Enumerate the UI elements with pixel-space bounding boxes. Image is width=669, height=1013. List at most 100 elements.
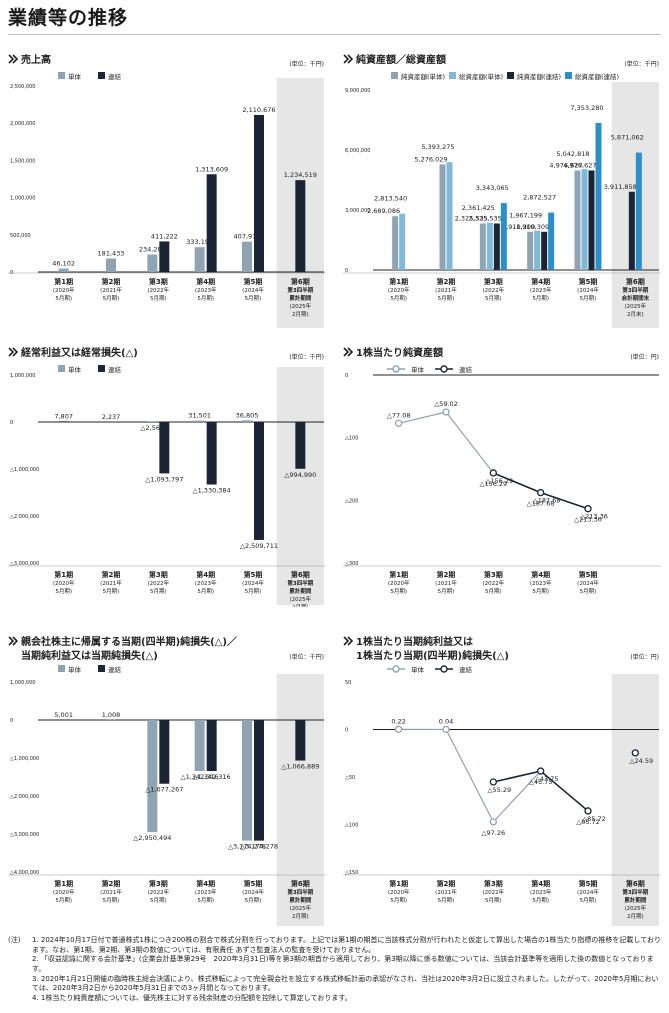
bar-assets bbox=[628, 191, 635, 270]
data-label: 234,288 bbox=[139, 246, 166, 254]
bar-ordinary bbox=[242, 420, 252, 422]
category-sublabel: 5月期) bbox=[103, 588, 120, 595]
data-point bbox=[631, 749, 639, 757]
category-label: 第3期 bbox=[149, 277, 168, 286]
legend-label: 総資産額(単体) bbox=[459, 72, 503, 81]
data-label: 31,501 bbox=[188, 412, 211, 420]
category-label: 第2期 bbox=[102, 879, 121, 888]
data-label: △1,342,316 bbox=[181, 773, 219, 781]
category-sublabel: 第3四半期 bbox=[287, 888, 313, 896]
bar-sales bbox=[254, 114, 264, 273]
category-sublabel: 5月期) bbox=[150, 897, 167, 904]
category-sublabel: (2021年 bbox=[100, 888, 122, 896]
footnote-2: 2. 「収益認識に関する会計基準」(企業会計基準第29号 2020年3月31日)… bbox=[32, 955, 654, 973]
data-label: △187.68 bbox=[527, 500, 555, 508]
data-point bbox=[537, 488, 545, 497]
category-label: 第1期 bbox=[389, 277, 408, 286]
category-label: 第6期 bbox=[626, 879, 645, 888]
chevron-right-icon bbox=[343, 636, 354, 646]
data-label: 1,008 bbox=[102, 711, 121, 719]
category-label: 第1期 bbox=[54, 570, 73, 579]
data-point bbox=[537, 767, 545, 775]
chart-ordinary-svg: 経常利益又は経常損失(△) (単位：千円) 単体 連結 1,000,000 0 △1,000… bbox=[8, 346, 326, 611]
y-tick-label: 500,000 bbox=[10, 233, 31, 239]
data-label: 1,234,519 bbox=[284, 171, 317, 179]
category-sublabel: 5月期) bbox=[438, 588, 455, 595]
data-label: 411,222 bbox=[151, 232, 178, 240]
chevron-right-icon bbox=[343, 347, 354, 357]
data-label: 46,102 bbox=[52, 260, 75, 268]
category-sublabel: 5月期) bbox=[390, 588, 407, 595]
legend-swatch bbox=[98, 665, 105, 672]
data-label: 4,976,627 bbox=[549, 161, 582, 169]
category-sublabel: (2024年 bbox=[577, 286, 599, 294]
page-title: 業績等の推移 bbox=[8, 7, 129, 29]
y-tick-label: 0 bbox=[345, 373, 348, 379]
data-label: 5,001 bbox=[54, 711, 73, 719]
legend-swatch bbox=[507, 72, 514, 79]
category-label: 第1期 bbox=[54, 879, 73, 888]
category-sublabel: 2月期) bbox=[292, 604, 309, 607]
data-label: △55.29 bbox=[488, 786, 512, 794]
category-sublabel: (2022年 bbox=[148, 579, 170, 587]
category-sublabel: (2025年 bbox=[290, 904, 312, 912]
legend-marker bbox=[440, 665, 448, 673]
chart-panel-ordinary: 経常利益又は経常損失(△) (単位：千円) 単体 連結 1,000,000 0 △1,000… bbox=[8, 345, 326, 611]
category-sublabel: 5月期) bbox=[150, 295, 167, 302]
bar-assets bbox=[534, 230, 541, 270]
data-label: △85.72 bbox=[576, 818, 600, 826]
category-label: 第4期 bbox=[531, 879, 550, 888]
category-sublabel: (2022年 bbox=[483, 286, 505, 294]
category-label: 第5期 bbox=[579, 277, 598, 286]
bar-assets bbox=[439, 164, 446, 270]
bar-assets bbox=[479, 223, 486, 270]
y-tick-label: △200 bbox=[345, 498, 358, 504]
category-sublabel: 5月期) bbox=[197, 295, 214, 302]
category-label: 第3期 bbox=[484, 277, 503, 286]
legend-label: 純資産額(連結) bbox=[517, 72, 561, 81]
bar-netincome bbox=[106, 719, 116, 720]
series-line-0 bbox=[398, 728, 589, 823]
chart-panel-netincome: 親会社株主に帰属する当期(四半期)純損失(△)／ 当期純利益又は当期純損失(△) (… bbox=[8, 634, 326, 928]
y-tick-label: 6,000,000 bbox=[345, 148, 370, 154]
data-label: 1,910,309 bbox=[516, 223, 549, 231]
category-sublabel: 5月期) bbox=[390, 295, 407, 302]
footnote-3: 3. 2020年1月21日開催の臨時株主総会決議により、株式移転によって完全親会… bbox=[32, 974, 659, 993]
data-label: △187.68 bbox=[533, 497, 561, 505]
bar-netincome bbox=[194, 720, 205, 772]
category-sublabel: 5月期) bbox=[485, 588, 502, 595]
data-label: △85.72 bbox=[582, 815, 606, 823]
bar-sales bbox=[147, 254, 158, 272]
bar-sales bbox=[206, 174, 217, 272]
chart-unit: (単位：千円) bbox=[289, 653, 324, 661]
category-sublabel: 第3四半期 bbox=[622, 888, 648, 896]
y-tick-label: 1,000,000 bbox=[10, 373, 35, 379]
bar-netincome bbox=[254, 720, 264, 841]
chart-panel-sales: 売上高 (単位：千円) 単体 連結 0 500,000 1,000,000 1,500,000… bbox=[8, 52, 326, 330]
data-label: 4,976,627 bbox=[563, 161, 596, 169]
chart-unit: (単位：円) bbox=[630, 653, 659, 661]
data-label: △1,330,384 bbox=[193, 487, 231, 495]
y-tick-label: 0 bbox=[345, 268, 348, 274]
y-tick-label: 1,000,000 bbox=[10, 196, 35, 202]
category-sublabel: (2024年 bbox=[242, 888, 264, 896]
data-point bbox=[442, 408, 450, 416]
category-sublabel: (2022年 bbox=[148, 888, 170, 896]
y-tick-label: △300 bbox=[345, 561, 358, 567]
y-tick-label: 9,000,000 bbox=[345, 88, 370, 94]
y-tick-label: 1,000,000 bbox=[10, 680, 35, 686]
bar-netincome bbox=[242, 720, 252, 841]
category-label: 第2期 bbox=[437, 277, 456, 286]
bar-ordinary bbox=[194, 420, 205, 422]
bar-assets bbox=[486, 222, 493, 270]
chart-unit: (単位：千円) bbox=[289, 60, 324, 68]
forecast-column-shade bbox=[276, 674, 324, 926]
data-label: △213.36 bbox=[574, 516, 602, 524]
data-point bbox=[489, 818, 497, 826]
category-sublabel: 5月期) bbox=[532, 588, 549, 595]
bar-assets bbox=[595, 122, 602, 270]
category-sublabel: 5月期) bbox=[55, 897, 72, 904]
data-label: △2,565 bbox=[141, 424, 165, 432]
category-sublabel: (2023年 bbox=[195, 286, 217, 294]
